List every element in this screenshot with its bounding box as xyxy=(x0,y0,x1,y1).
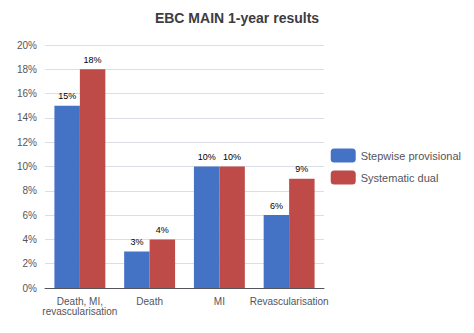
svg-text:Revascularisation: Revascularisation xyxy=(250,296,329,307)
svg-text:8%: 8% xyxy=(23,185,38,196)
svg-text:EBC MAIN 1-year results: EBC MAIN 1-year results xyxy=(155,10,319,26)
svg-text:6%: 6% xyxy=(23,210,38,221)
svg-text:14%: 14% xyxy=(17,112,37,123)
svg-text:3%: 3% xyxy=(130,237,143,247)
svg-text:20%: 20% xyxy=(17,40,37,51)
svg-text:revascularisation: revascularisation xyxy=(42,306,117,317)
svg-text:18%: 18% xyxy=(84,55,102,65)
svg-text:4%: 4% xyxy=(156,225,169,235)
svg-text:2%: 2% xyxy=(23,258,38,269)
svg-text:6%: 6% xyxy=(270,201,283,211)
svg-text:Death: Death xyxy=(136,296,163,307)
svg-text:10%: 10% xyxy=(17,161,37,172)
svg-text:10%: 10% xyxy=(223,152,241,162)
svg-text:10%: 10% xyxy=(198,152,216,162)
svg-text:MI: MI xyxy=(214,296,225,307)
svg-text:Systematic dual: Systematic dual xyxy=(361,172,439,184)
svg-text:12%: 12% xyxy=(17,137,37,148)
svg-text:0%: 0% xyxy=(23,283,38,294)
svg-text:16%: 16% xyxy=(17,88,37,99)
svg-text:Stepwise provisional: Stepwise provisional xyxy=(361,150,461,162)
svg-text:15%: 15% xyxy=(58,91,76,101)
svg-text:9%: 9% xyxy=(295,164,308,174)
svg-text:Death, MI,: Death, MI, xyxy=(56,295,103,307)
svg-text:4%: 4% xyxy=(23,234,38,245)
svg-text:18%: 18% xyxy=(17,64,37,75)
